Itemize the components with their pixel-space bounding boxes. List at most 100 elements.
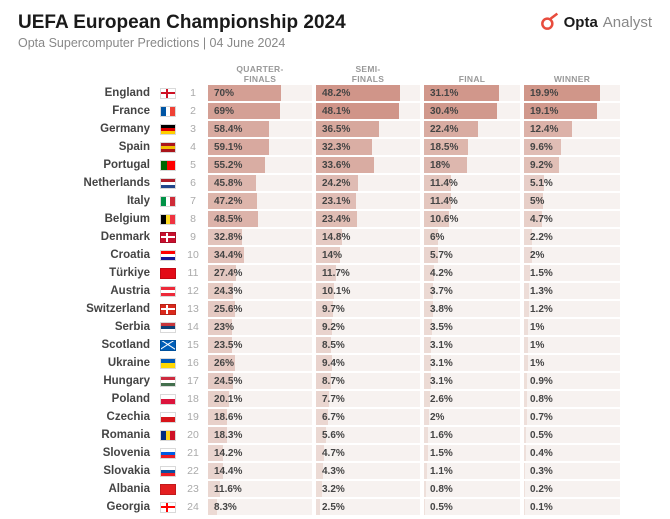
country-name: Georgia <box>18 501 156 513</box>
flag-icon <box>156 448 180 459</box>
col-header-final: FINAL <box>422 75 522 84</box>
opta-logo-icon <box>539 12 559 32</box>
cell-sf: 4.3% <box>314 463 422 479</box>
cell-sf: 8.7% <box>314 373 422 389</box>
country-name: Portugal <box>18 159 156 171</box>
cell-w: 9.6% <box>522 139 622 155</box>
country-name: Germany <box>18 123 156 135</box>
cell-sf: 8.5% <box>314 337 422 353</box>
cell-qf: 26% <box>206 355 314 371</box>
cell-f: 3.8% <box>422 301 522 317</box>
flag-icon <box>156 394 180 405</box>
cell-f: 18% <box>422 157 522 173</box>
cell-f: 0.5% <box>422 499 522 515</box>
cell-qf: 70% <box>206 85 314 101</box>
table-row: Croatia1034.4%14%5.7%2% <box>18 246 652 264</box>
flag-icon <box>156 358 180 369</box>
cell-sf: 7.7% <box>314 391 422 407</box>
logo-brand: Opta <box>564 14 598 31</box>
flag-icon <box>156 232 180 243</box>
col-header-qf: QUARTER-FINALS <box>206 65 314 84</box>
flag-icon <box>156 196 180 207</box>
cell-sf: 4.7% <box>314 445 422 461</box>
country-name: Denmark <box>18 231 156 243</box>
table-row: Germany358.4%36.5%22.4%12.4% <box>18 120 652 138</box>
cell-qf: 11.6% <box>206 481 314 497</box>
cell-sf: 36.5% <box>314 121 422 137</box>
cell-qf: 24.5% <box>206 373 314 389</box>
cell-sf: 9.2% <box>314 319 422 335</box>
flag-icon <box>156 286 180 297</box>
flag-icon <box>156 178 180 189</box>
cell-f: 18.5% <box>422 139 522 155</box>
cell-w: 0.3% <box>522 463 622 479</box>
cell-sf: 48.2% <box>314 85 422 101</box>
cell-f: 2.6% <box>422 391 522 407</box>
country-name: Albania <box>18 483 156 495</box>
cell-w: 0.9% <box>522 373 622 389</box>
cell-qf: 14.2% <box>206 445 314 461</box>
rank: 8 <box>180 213 206 225</box>
cell-qf: 59.1% <box>206 139 314 155</box>
predictions-table: QUARTER-FINALS SEMI-FINALS FINAL WINNER … <box>18 58 652 516</box>
rank: 9 <box>180 231 206 243</box>
table-row: Czechia1918.6%6.7%2%0.7% <box>18 408 652 426</box>
cell-f: 3.5% <box>422 319 522 335</box>
country-name: Czechia <box>18 411 156 423</box>
cell-f: 11.4% <box>422 175 522 191</box>
cell-sf: 14.8% <box>314 229 422 245</box>
country-name: France <box>18 105 156 117</box>
country-name: Belgium <box>18 213 156 225</box>
cell-w: 4.7% <box>522 211 622 227</box>
cell-sf: 23.4% <box>314 211 422 227</box>
country-name: Hungary <box>18 375 156 387</box>
flag-icon <box>156 376 180 387</box>
cell-w: 1% <box>522 337 622 353</box>
cell-f: 2% <box>422 409 522 425</box>
cell-qf: 34.4% <box>206 247 314 263</box>
cell-w: 19.9% <box>522 85 622 101</box>
cell-qf: 8.3% <box>206 499 314 515</box>
table-row: Spain459.1%32.3%18.5%9.6% <box>18 138 652 156</box>
cell-qf: 48.5% <box>206 211 314 227</box>
rank: 22 <box>180 465 206 477</box>
cell-f: 3.1% <box>422 373 522 389</box>
rank: 7 <box>180 195 206 207</box>
table-row: Belgium 848.5%23.4%10.6%4.7% <box>18 210 652 228</box>
rank: 17 <box>180 375 206 387</box>
cell-qf: 25.6% <box>206 301 314 317</box>
rank: 21 <box>180 447 206 459</box>
country-name: Croatia <box>18 249 156 261</box>
table-row: Portugal555.2%33.6%18%9.2% <box>18 156 652 174</box>
table-row: Ukraine1626%9.4%3.1%1% <box>18 354 652 372</box>
country-name: Scotland <box>18 339 156 351</box>
flag-icon <box>156 250 180 261</box>
cell-sf: 9.7% <box>314 301 422 317</box>
flag-icon <box>156 142 180 153</box>
table-row: England170%48.2%31.1%19.9% <box>18 84 652 102</box>
cell-qf: 69% <box>206 103 314 119</box>
cell-f: 3.7% <box>422 283 522 299</box>
cell-qf: 14.4% <box>206 463 314 479</box>
cell-sf: 14% <box>314 247 422 263</box>
cell-f: 4.2% <box>422 265 522 281</box>
cell-w: 9.2% <box>522 157 622 173</box>
country-name: Türkiye <box>18 267 156 279</box>
table-row: Slovakia2214.4%4.3%1.1%0.3% <box>18 462 652 480</box>
country-name: Slovakia <box>18 465 156 477</box>
cell-f: 10.6% <box>422 211 522 227</box>
rank: 14 <box>180 321 206 333</box>
cell-w: 1.3% <box>522 283 622 299</box>
cell-qf: 23% <box>206 319 314 335</box>
cell-f: 11.4% <box>422 193 522 209</box>
table-row: Denmark932.8%14.8%6%2.2% <box>18 228 652 246</box>
table-row: Georgia248.3%2.5%0.5%0.1% <box>18 498 652 516</box>
cell-sf: 24.2% <box>314 175 422 191</box>
rank: 1 <box>180 87 206 99</box>
rank: 5 <box>180 159 206 171</box>
table-row: Netherlands645.8%24.2%11.4%5.1% <box>18 174 652 192</box>
country-name: England <box>18 87 156 99</box>
table-row: Slovenia2114.2%4.7%1.5%0.4% <box>18 444 652 462</box>
header: UEFA European Championship 2024 Opta Sup… <box>18 12 652 50</box>
cell-f: 5.7% <box>422 247 522 263</box>
